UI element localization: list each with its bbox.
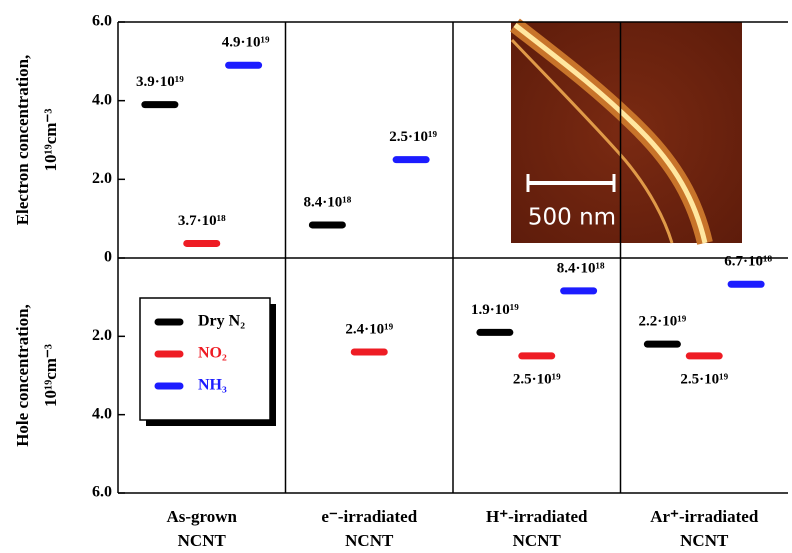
value-label: 8.4·10¹⁸ bbox=[557, 260, 605, 276]
x-tick-label: H⁺-irradiated bbox=[486, 507, 588, 526]
x-tick-label: NCNT bbox=[680, 531, 729, 550]
y-tick-label: 4.0 bbox=[92, 405, 112, 422]
legend-label: Dry N₂ bbox=[198, 313, 245, 330]
y-axis-label: Hole concentration, bbox=[13, 304, 32, 447]
value-label: 3.7·10¹⁸ bbox=[178, 213, 226, 229]
y-tick-label: 6.0 bbox=[92, 13, 112, 30]
y-axis-label: 10¹⁹cm⁻³ bbox=[41, 109, 60, 172]
chart: 500 nm 0 2.0 4.0 6.0 Electron concentration,… bbox=[0, 0, 792, 553]
value-label: 2.5·10¹⁹ bbox=[680, 371, 728, 387]
value-label: 1.9·10¹⁹ bbox=[471, 302, 519, 318]
inset-image: 500 nm bbox=[511, 22, 742, 243]
value-label: 3.9·10¹⁹ bbox=[136, 74, 184, 90]
value-label: 2.5·10¹⁹ bbox=[513, 371, 561, 387]
legend-label: NH₃ bbox=[198, 377, 227, 394]
scale-label: 500 nm bbox=[528, 205, 616, 231]
y-tick-label: 6.0 bbox=[92, 484, 112, 501]
value-label: 6.7·10¹⁸ bbox=[724, 254, 772, 270]
legend: Dry N₂ NO₂ NH₃ bbox=[140, 298, 276, 426]
legend-label: NO₂ bbox=[198, 345, 227, 362]
y-tick-label: 2.0 bbox=[92, 170, 112, 187]
x-tick-label: Ar⁺-irradiated bbox=[650, 507, 759, 526]
y-tick-label: 2.0 bbox=[92, 327, 112, 344]
y-tick-label: 4.0 bbox=[92, 91, 112, 108]
value-label: 8.4·10¹⁸ bbox=[304, 194, 352, 210]
y-axis-label: Electron concentration, bbox=[13, 55, 32, 226]
y-tick-label: 0 bbox=[104, 249, 112, 266]
value-label: 2.5·10¹⁹ bbox=[389, 129, 437, 145]
value-label: 2.2·10¹⁹ bbox=[639, 314, 687, 330]
x-tick-label: NCNT bbox=[178, 531, 227, 550]
y-axis-label: 10¹⁹cm⁻³ bbox=[41, 344, 60, 407]
x-tick-label: NCNT bbox=[345, 531, 394, 550]
x-tick-label: NCNT bbox=[513, 531, 562, 550]
value-label: 4.9·10¹⁹ bbox=[222, 35, 270, 51]
value-label: 2.4·10¹⁹ bbox=[345, 321, 393, 337]
x-tick-label: As-grown bbox=[166, 507, 237, 526]
x-tick-label: e⁻-irradiated bbox=[321, 507, 417, 526]
